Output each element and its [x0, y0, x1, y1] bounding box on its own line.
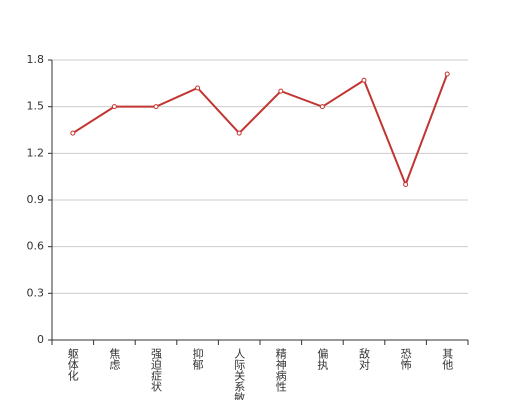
x-tick-label: 抑郁 [191, 347, 204, 370]
point [444, 71, 450, 77]
point [70, 130, 76, 136]
point [278, 88, 284, 94]
y-tick-label: 1.8 [27, 53, 45, 66]
x-tick-label: 焦虑 [108, 348, 121, 370]
y-tick-label: 0.6 [27, 240, 45, 253]
point [195, 85, 201, 91]
point [319, 104, 325, 110]
x-tick-label: 精神病性 [274, 348, 287, 393]
y-tick-label: 0.9 [27, 193, 45, 206]
point [111, 104, 117, 110]
y-tick-label: 0 [37, 333, 44, 346]
point [153, 104, 159, 110]
point [361, 77, 367, 83]
x-tick-label: 躯体化 [66, 348, 79, 382]
line [72, 73, 449, 188]
x-tick-label: 人际关系敏感 [233, 348, 246, 400]
point [403, 181, 409, 187]
x-tick-label: 恐怖 [399, 348, 412, 370]
x-tick-label: 偏执 [316, 347, 329, 371]
x-tick-label: 其他 [441, 348, 454, 370]
y-tick-label: 0.3 [27, 286, 45, 299]
y-tick-label: 1.5 [27, 100, 45, 113]
x-tick-label: 敌对 [358, 347, 371, 370]
point [236, 130, 242, 136]
y-tick-label: 1.2 [27, 146, 45, 159]
x-tick-label: 强迫症状 [150, 348, 163, 392]
